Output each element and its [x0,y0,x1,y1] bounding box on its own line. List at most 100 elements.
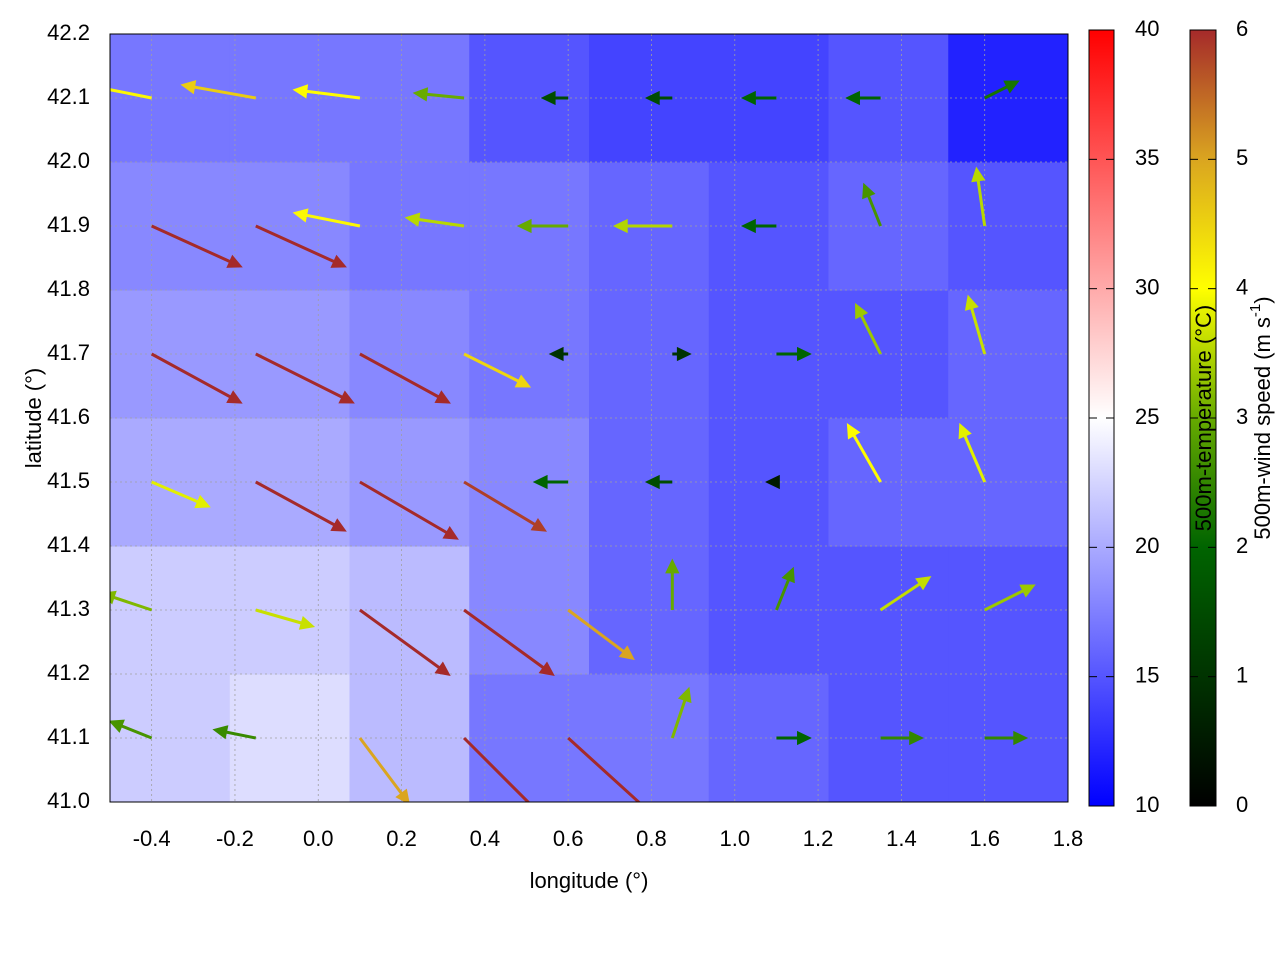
x-tick-label: 1.2 [803,826,834,851]
y-tick-label: 41.6 [47,404,90,429]
x-tick-label: 1.6 [969,826,1000,851]
temperature-cell [229,546,350,675]
temperature-cell [349,290,470,419]
temperature-cell [229,418,350,547]
wind-arrow [846,423,882,483]
temperature-cell [948,34,1068,163]
wind-arrow [532,474,569,490]
colorbar-tick-label: 4 [1236,274,1248,299]
label-part: 500m-wind speed (m s [1250,317,1275,540]
temperature-cell [229,162,350,291]
y-tick-label: 41.1 [47,724,90,749]
temperature-cell [229,290,350,419]
wind-arrow [776,730,812,746]
x-tick-label: 0.8 [636,826,667,851]
wind-arrow [110,590,153,612]
wind-arrow [984,730,1029,746]
wind-arrow [358,737,410,802]
colorbar-tick-label: 5 [1236,145,1248,170]
wind-arrow [612,218,673,234]
colorbar-tick-label: 3 [1236,404,1248,429]
temperature-cell [589,546,710,675]
temperature-cell [349,162,470,291]
wind-arrow [255,480,347,532]
temperature-cell [349,546,470,675]
colorbar-tick-label: 20 [1135,533,1159,558]
wind-arrow [292,84,361,100]
colorbar-tick-label: 40 [1135,16,1159,41]
wind-arrow [879,576,932,612]
plot-area [110,34,1068,802]
wind-arrow [740,90,777,106]
wind-arrow [740,218,777,234]
wind-arrow [764,474,780,490]
temperature-cell [708,546,829,675]
wind-arrow [463,608,555,677]
wind-arrow [880,730,925,746]
wind-arrow [110,88,152,100]
y-tick-label: 41.5 [47,468,90,493]
wind-arrow [255,608,316,630]
y-tick-label: 42.1 [47,84,90,109]
wind-arrow [644,90,673,106]
wind-arrow [672,346,692,362]
y-tick-label: 41.9 [47,212,90,237]
wind-arrow [665,558,680,610]
wind-arrow [180,80,257,100]
x-tick-label: 0.4 [470,826,501,851]
temperature-cell [948,546,1068,675]
wind-colorbar-label: 500m-wind speed (m s-1) [1247,296,1275,539]
temperature-cell [349,418,470,547]
x-tick-label: 0.0 [303,826,334,851]
x-axis-label: longitude (°) [530,868,649,893]
axes: -0.4 -0.2 0.0 0.2 0.4 0.6 0.8 1.0 1.2 1.4 1.6 1.841… [47,16,1248,851]
temperature-cell [828,418,949,547]
temperature-colorbar-label: 500m-temperature (°C) [1191,305,1216,531]
temperature-cell [828,290,949,419]
wind-arrow [516,218,569,234]
temperature-cell [948,162,1068,291]
wind-arrow [845,90,881,106]
y-tick-label: 41.7 [47,340,90,365]
temperature-cell [948,290,1068,419]
x-tick-label: 1.0 [719,826,750,851]
wind-arrow [404,212,465,228]
wind-arrow [463,480,547,532]
y-tick-label: 42.0 [47,148,90,173]
wind-arrow [964,294,987,355]
colorbar-tick-label: 15 [1135,662,1159,687]
y-tick-label: 41.4 [47,532,90,557]
wind-arrow [151,480,211,509]
wind-arrow [971,166,987,227]
wind-arrow [567,736,641,802]
y-tick-label: 42.2 [47,20,90,45]
temperature-cell [469,34,590,163]
colorbar-tick-label: 0 [1236,792,1248,817]
y-tick-label: 41.0 [47,788,90,813]
wind-arrow [855,302,882,355]
wind-arrow [255,224,347,268]
wind-arrow [862,182,882,227]
temperature-cell [828,546,949,675]
x-tick-label: 1.8 [1053,826,1084,851]
x-tick-label: -0.4 [133,826,171,851]
wind-arrow [775,566,795,611]
wind-arrow [359,352,451,404]
x-tick-label: 1.4 [886,826,917,851]
x-tick-label: 0.2 [386,826,417,851]
wind-arrow [984,584,1036,612]
colorbar-tick-label: 2 [1236,533,1248,558]
x-tick-label: 0.6 [553,826,584,851]
colorbar-tick-label: 25 [1135,404,1159,429]
colorbar-tick-label: 30 [1135,274,1159,299]
temperature-cell [349,34,470,163]
wind-arrow [292,208,361,228]
wind-arrow [462,736,531,802]
wind-arrow [567,608,635,661]
colorbar-tick-label: 6 [1236,16,1248,41]
wind-arrow [412,87,465,102]
y-tick-label: 41.3 [47,596,90,621]
y-axis-label: latitude (°) [21,368,46,469]
plot-frame [109,33,1069,803]
wind-arrow [255,352,355,404]
